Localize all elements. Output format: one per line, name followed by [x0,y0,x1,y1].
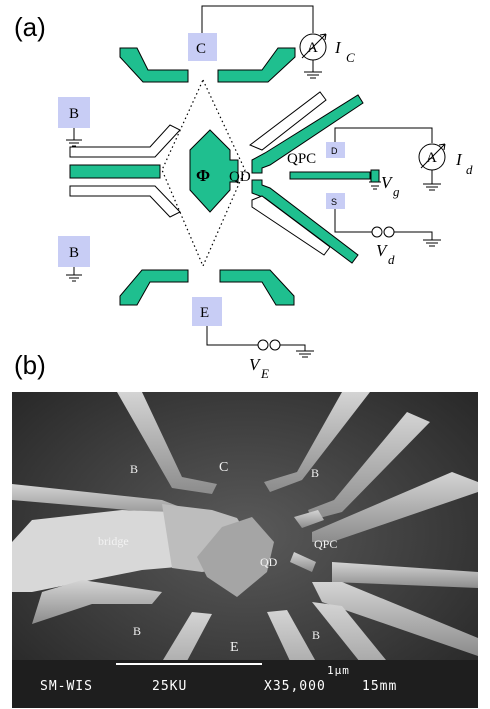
gate-e-pad [192,297,222,326]
v-g-sub: g [393,184,400,199]
sem-image-shapes [12,392,478,708]
sem-label-qpc: QPC [314,537,338,551]
gate-c-left [119,47,189,83]
gate-b-left-lower [69,185,181,218]
sem-label-b-bottom-right: B [312,628,321,642]
ground-vd [394,231,441,247]
ammeter-d-arrow [420,143,446,169]
ground-d [423,170,441,191]
gate-right-lower-open [251,195,331,256]
wire-e [206,326,258,346]
gate-d-label: D [331,146,338,156]
ground-c [304,60,322,79]
gate-e-label: E [200,305,209,321]
sem-label-b-bottom-left: B [133,624,142,638]
qpc-gate [289,171,371,180]
ammeter-c-arrow [301,33,327,59]
i-c-label: I [334,38,342,57]
qpc-label: QPC [287,151,316,167]
ground-ve [280,344,314,358]
plunger-gate [189,129,239,213]
v-d-sub: d [388,252,395,267]
gate-e-left [119,269,189,306]
gate-d-pad [326,142,345,158]
v-d-label: V [376,241,389,260]
gate-b-left-upper [69,124,181,158]
sem-scale-text: 1μm [327,664,350,677]
gate-right-upper-open [249,91,327,151]
gate-s-label: S [331,197,337,207]
panel-label-b: (b) [14,350,46,380]
ve-coil-2 [269,339,281,351]
gate-d-lead [251,94,364,174]
sem-micrograph: B C B bridge QD QPC B E B 1μm SM-WIS 25K… [12,392,478,708]
sem-working-distance: 15mm [362,679,398,694]
gate-c-label: C [196,41,206,57]
wire-c [201,5,314,33]
gate-c-pad [188,33,217,61]
panel-label-a: (a) [14,12,46,42]
sem-voltage: 25KU [152,679,188,694]
sem-label-b-top-left: B [130,462,139,476]
gate-b-bottom-label: B [69,245,79,261]
ground-b-bottom [66,267,82,282]
schematic-diagram: .gate { fill: #1fbf8f; stroke: #000; str… [58,5,473,381]
sem-instrument: SM-WIS [40,679,93,694]
wire-s [334,209,372,233]
vd-coil-2 [383,226,395,238]
sem-magnification: X35,000 [264,679,326,694]
v-g-label: V [381,173,394,192]
gate-s-lead [251,179,359,264]
wire-d [334,127,433,143]
phi-label: Φ [196,166,210,185]
gate-c-right [217,47,296,83]
gate-s-pad [326,193,345,209]
i-d-sub: d [466,162,473,177]
qd-label: QD [229,169,251,185]
gate-b-top-label: B [69,106,79,122]
sem-label-bridge: bridge [98,534,129,548]
gate-b-top-pad [58,97,90,128]
ve-coil-1 [257,339,269,351]
sem-label-qd: QD [260,555,278,569]
sem-label-e: E [230,640,239,655]
vg-source [370,169,380,183]
gate-b-bottom-pad [58,236,90,267]
v-e-sub: E [260,366,269,381]
sem-label-b-top-right: B [311,466,320,480]
gate-b-left-middle [69,164,161,179]
i-d-label: I [455,150,463,169]
sem-label-c: C [219,460,229,475]
v-e-label: V [249,355,262,374]
vd-coil-1 [371,226,383,238]
gate-e-right [219,269,295,306]
ground-b-top [66,128,82,147]
i-c-sub: C [346,50,355,65]
